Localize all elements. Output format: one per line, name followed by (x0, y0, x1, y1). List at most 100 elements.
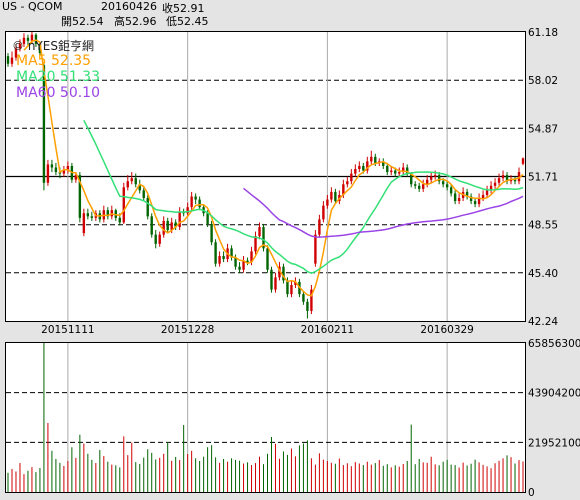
candle-body (362, 165, 365, 171)
price-y-tick: 58.02 (528, 75, 558, 87)
candle-body (322, 205, 325, 220)
candle-body (178, 211, 181, 228)
candle-body (441, 181, 445, 185)
candle-body (418, 185, 421, 189)
candle-body (453, 193, 457, 202)
candle-body (258, 227, 261, 237)
candle-body (54, 167, 58, 173)
candle-body (162, 220, 165, 235)
volume-y-tick: 65856300 (528, 338, 580, 350)
candle-body (262, 227, 265, 249)
candle-body (122, 187, 125, 223)
ma20-line (83, 119, 524, 275)
candle-body (445, 184, 449, 188)
close-price-label: 收52.91 (162, 2, 205, 15)
candle-body (130, 178, 133, 182)
x-tick-label: 20151111 (41, 324, 94, 336)
ma60-line (243, 187, 524, 238)
candle-body (218, 255, 221, 264)
candle-body (126, 181, 129, 188)
candle-body (414, 184, 417, 186)
candle-body (517, 172, 521, 182)
candle-body (278, 266, 281, 278)
candle-body (390, 170, 393, 173)
candle-body (238, 266, 241, 270)
candle-body (50, 164, 54, 168)
candle-body (90, 216, 94, 218)
candle-body (294, 281, 297, 285)
candle-body (250, 251, 253, 263)
candle-body (306, 301, 309, 311)
candle-body (302, 294, 305, 302)
volume-y-tick: 21952100 (528, 437, 580, 449)
candle-body (366, 161, 369, 171)
candle-body (354, 169, 357, 174)
ma20-legend: MA20 51.33 (16, 69, 100, 85)
date-label: 20160426 (101, 0, 157, 13)
candle-body (30, 34, 34, 41)
candle-body (150, 216, 153, 235)
candle-body (382, 161, 385, 166)
candle-body (477, 198, 481, 205)
candle-body (406, 167, 409, 174)
candle-body (266, 248, 269, 270)
candle-body (286, 280, 289, 295)
x-tick-label: 20151228 (161, 324, 214, 336)
candle-body (457, 198, 461, 202)
candle-body (194, 196, 197, 200)
candle-body (314, 234, 317, 264)
candle-body (158, 234, 161, 244)
candle-body (210, 223, 213, 243)
x-tick-label: 20160329 (420, 324, 473, 336)
volume-bars (7, 343, 524, 492)
candle-body (10, 57, 14, 64)
candle-body (186, 207, 189, 214)
candle-body (330, 191, 333, 200)
candle-body (198, 199, 201, 208)
candle-body (190, 196, 193, 208)
candle-body (46, 164, 50, 183)
candle-body (497, 178, 501, 183)
candle-body (513, 179, 517, 182)
axis-labels: 61.18 58.02 54.87 51.71 48.55 45.40 42.24 20151… (41, 27, 580, 499)
candle-body (14, 48, 18, 58)
candle-body (326, 199, 329, 206)
candle-body (469, 196, 473, 202)
candle-body (358, 165, 361, 170)
candle-body (138, 184, 141, 191)
candle-body (501, 175, 505, 179)
candle-body (254, 236, 257, 252)
candle-body (282, 266, 285, 281)
volume-y-tick: 0 (528, 487, 535, 499)
candle-body (134, 178, 137, 185)
candle-body (485, 190, 489, 195)
candle-body (74, 175, 78, 180)
candle-body (421, 184, 425, 189)
ma5-line (23, 39, 524, 297)
candle-body (465, 191, 469, 197)
candle-body (521, 158, 525, 164)
candle-body (342, 184, 345, 195)
candle-body (170, 222, 173, 231)
candle-body (394, 170, 397, 174)
candle-body (246, 260, 249, 263)
brand-watermark: © nYES鉅亨網 (12, 38, 94, 53)
candle-body (18, 43, 22, 49)
candle-body (505, 175, 509, 182)
price-y-tick: 61.18 (528, 27, 558, 39)
candle-body (410, 173, 413, 185)
candle-body (82, 213, 86, 234)
candle-body (174, 222, 177, 228)
moving-averages (23, 39, 524, 297)
candle-body (242, 260, 245, 270)
candle-body (346, 181, 349, 185)
candle-body (270, 269, 273, 290)
candle-body (481, 194, 485, 199)
candle-body (489, 185, 493, 191)
candle-body (78, 175, 82, 218)
candle-body (402, 167, 405, 173)
price-y-tick: 51.71 (528, 172, 558, 184)
candle-body (310, 289, 313, 311)
candle-body (429, 176, 433, 180)
